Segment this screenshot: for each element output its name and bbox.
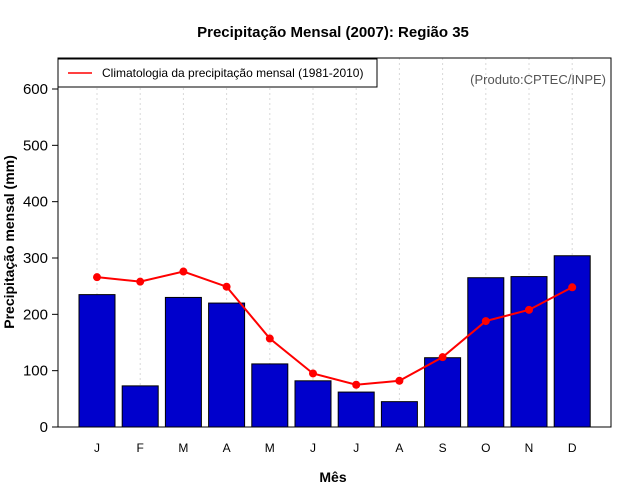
y-axis-label: Precipitação mensal (mm) bbox=[1, 155, 17, 329]
legend-box bbox=[57, 58, 378, 88]
legend: Climatologia da precipitação mensal (198… bbox=[57, 58, 378, 88]
bar-10 bbox=[467, 277, 505, 428]
climatology-point-5 bbox=[265, 334, 274, 343]
y-tick-label: 400 bbox=[23, 194, 48, 211]
y-tick-label: 300 bbox=[23, 250, 48, 267]
grid-lines bbox=[96, 58, 573, 427]
y-axis: 0 100 200 300 400 500 600 bbox=[23, 81, 58, 436]
x-tick-label: O bbox=[481, 441, 490, 455]
bar-5 bbox=[251, 363, 289, 428]
climatology-point-7 bbox=[352, 380, 361, 389]
climatology-point-1 bbox=[93, 273, 101, 282]
legend-entry-climatology: Climatologia da precipitação mensal (198… bbox=[102, 66, 363, 80]
bar-6 bbox=[294, 380, 332, 428]
bar-series bbox=[78, 255, 591, 428]
x-tick-label: M bbox=[178, 441, 188, 455]
climatology-series bbox=[93, 267, 577, 389]
bar-1 bbox=[78, 294, 116, 428]
source-credit: (Produto:CPTEC/INPE) bbox=[470, 72, 606, 87]
climatology-point-12 bbox=[568, 283, 577, 292]
x-tick-label: S bbox=[439, 441, 447, 455]
climatology-line bbox=[96, 270, 573, 386]
x-tick-label: A bbox=[223, 441, 231, 455]
x-axis-label: Mês bbox=[319, 469, 346, 485]
climatology-point-10 bbox=[481, 317, 490, 326]
bar-9 bbox=[424, 357, 462, 428]
y-tick-label: 600 bbox=[23, 81, 48, 98]
x-tick-label: J bbox=[353, 441, 359, 455]
chart-title: Precipitação Mensal (2007): Região 35 bbox=[197, 24, 469, 41]
bar-11 bbox=[510, 276, 548, 428]
bar-8 bbox=[380, 401, 418, 428]
y-tick-label: 0 bbox=[40, 419, 48, 436]
x-tick-label: M bbox=[265, 441, 275, 455]
climatology-point-11 bbox=[525, 305, 533, 314]
x-tick-label: J bbox=[94, 441, 100, 455]
x-tick-label: J bbox=[310, 441, 316, 455]
x-tick-label: A bbox=[395, 441, 403, 455]
y-tick-label: 100 bbox=[23, 363, 48, 380]
climatology-point-4 bbox=[222, 282, 231, 291]
bar-12 bbox=[553, 255, 591, 428]
climatology-point-2 bbox=[136, 277, 145, 286]
bar-4 bbox=[208, 302, 246, 428]
x-tick-label: N bbox=[525, 441, 534, 455]
plot-frame bbox=[57, 57, 612, 428]
climatology-point-9 bbox=[438, 353, 447, 362]
climatology-point-8 bbox=[395, 376, 404, 385]
bar-3 bbox=[164, 296, 202, 428]
x-tick-label: F bbox=[137, 441, 144, 455]
climatology-point-6 bbox=[309, 369, 317, 378]
y-tick-label: 500 bbox=[23, 137, 48, 154]
x-tick-label: D bbox=[568, 441, 577, 455]
bar-7 bbox=[337, 391, 375, 428]
bar-2 bbox=[121, 385, 159, 428]
climatology-point-3 bbox=[179, 267, 188, 276]
y-tick-label: 200 bbox=[23, 306, 48, 323]
